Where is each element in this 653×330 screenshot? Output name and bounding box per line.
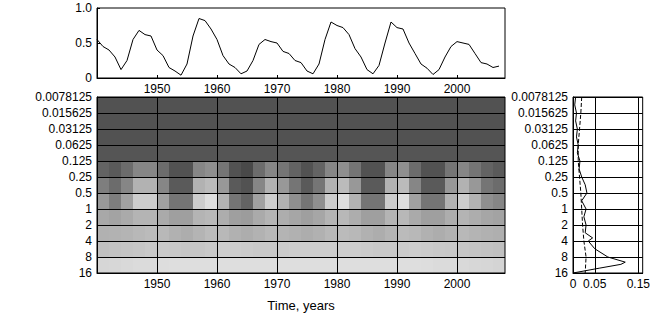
svg-text:0.0625: 0.0625 [531,138,568,152]
svg-text:0.125: 0.125 [538,154,568,168]
svg-text:0.015625: 0.015625 [518,106,568,120]
svg-text:2: 2 [85,218,92,232]
svg-text:0: 0 [85,71,92,85]
svg-text:Time, years: Time, years [267,298,335,313]
svg-text:0.03125: 0.03125 [525,122,569,136]
svg-text:0.0625: 0.0625 [55,138,92,152]
svg-text:2: 2 [561,218,568,232]
svg-text:8: 8 [85,250,92,264]
svg-text:2000: 2000 [444,82,471,96]
svg-text:0.0078125: 0.0078125 [511,90,568,104]
svg-text:1950: 1950 [144,277,171,291]
svg-text:0.5: 0.5 [75,186,92,200]
svg-text:16: 16 [79,266,93,280]
svg-text:1: 1 [561,202,568,216]
svg-text:0.0078125: 0.0078125 [35,90,92,104]
svg-text:1990: 1990 [384,82,411,96]
svg-text:1: 1 [85,202,92,216]
svg-text:1980: 1980 [324,82,351,96]
svg-text:1960: 1960 [204,277,231,291]
svg-text:1980: 1980 [324,277,351,291]
svg-text:2000: 2000 [444,277,471,291]
svg-text:0.125: 0.125 [62,154,92,168]
svg-text:0.05: 0.05 [583,277,607,291]
svg-text:8: 8 [561,250,568,264]
svg-text:1950: 1950 [144,82,171,96]
svg-text:4: 4 [85,234,92,248]
svg-text:0.5: 0.5 [551,186,568,200]
svg-text:0.15: 0.15 [627,277,651,291]
svg-text:0.03125: 0.03125 [49,122,93,136]
svg-text:0.25: 0.25 [69,170,93,184]
svg-text:1970: 1970 [264,82,291,96]
svg-text:1970: 1970 [264,277,291,291]
svg-text:4: 4 [561,234,568,248]
svg-text:1960: 1960 [204,82,231,96]
svg-text:0.25: 0.25 [545,170,569,184]
svg-text:16: 16 [555,266,569,280]
svg-text:0.5: 0.5 [75,36,92,50]
svg-text:1.0: 1.0 [75,1,92,15]
svg-text:0: 0 [570,277,577,291]
svg-text:0.015625: 0.015625 [42,106,92,120]
svg-text:1990: 1990 [384,277,411,291]
